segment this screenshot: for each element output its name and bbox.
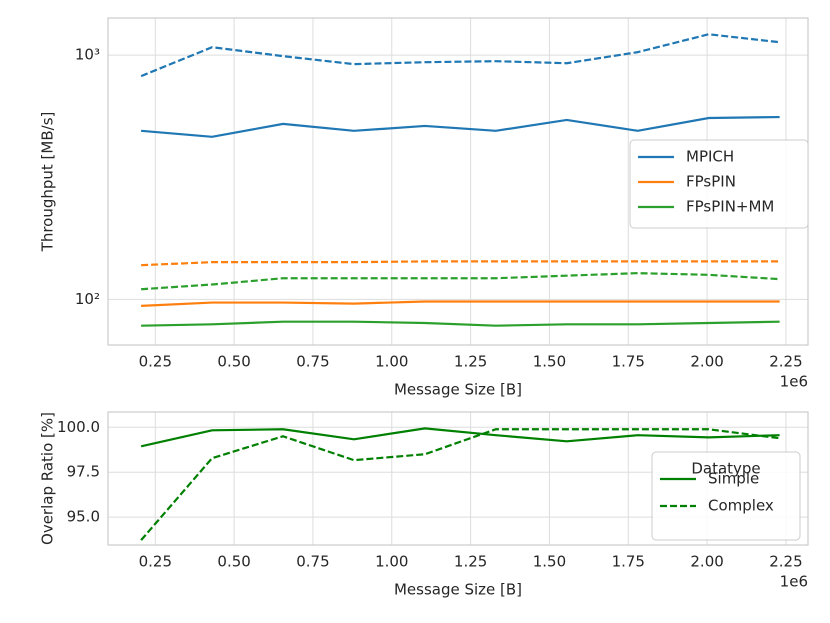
x-tick-label: 1.00	[375, 353, 408, 371]
x-offset-label: 1e6	[780, 373, 808, 391]
x-tick-label: 1.75	[612, 353, 645, 371]
series-line-dashed	[140, 428, 780, 541]
legend-box	[651, 451, 801, 541]
x-tick-label: 1.50	[533, 553, 566, 571]
x-tick-label: 0.25	[139, 353, 172, 371]
x-tick-label: 2.25	[769, 553, 802, 571]
axes-frame	[107, 411, 809, 546]
legend-label: FPsPIN+MM	[686, 198, 774, 216]
series-line	[141, 115, 780, 138]
x-axis-label: Message Size [B]	[394, 381, 522, 399]
x-tick-label: 1.50	[533, 353, 566, 371]
y-axis-label: Throughput [MB/s]	[39, 112, 57, 253]
x-tick-label: 0.75	[296, 353, 329, 371]
series-line	[141, 300, 780, 307]
x-tick-label: 0.50	[217, 553, 250, 571]
legend-label: FPsPIN	[686, 173, 736, 191]
y-tick-label: 97.5	[67, 463, 100, 481]
y-tick-label: 10³	[75, 46, 100, 64]
series-line-dashed	[140, 33, 780, 78]
legend-label: MPICH	[686, 148, 734, 166]
x-tick-label: 0.75	[296, 553, 329, 571]
series-line-dashed	[141, 260, 780, 267]
x-tick-label: 1.75	[612, 553, 645, 571]
series-line-dashed	[141, 272, 780, 291]
y-tick-label: 95.0	[67, 508, 100, 526]
legend-label: Simple	[708, 470, 759, 488]
x-tick-label: 2.00	[690, 353, 723, 371]
x-offset-label: 1e6	[780, 573, 808, 591]
x-axis-label: Message Size [B]	[394, 581, 522, 599]
y-tick-label: 100.0	[57, 418, 100, 436]
x-tick-label: 1.25	[454, 353, 487, 371]
x-tick-label: 2.00	[690, 553, 723, 571]
legend-box	[629, 139, 809, 229]
legend-title: Datatype	[691, 460, 760, 478]
x-tick-label: 0.25	[139, 553, 172, 571]
y-axis-label: Overlap Ratio [%]	[39, 412, 57, 545]
x-tick-label: 2.25	[769, 353, 802, 371]
legend-label: Complex	[708, 497, 774, 515]
series-line	[141, 320, 780, 327]
series-line	[140, 427, 780, 448]
y-tick-label: 10²	[75, 290, 100, 308]
x-tick-label: 1.25	[454, 553, 487, 571]
x-tick-label: 0.50	[217, 353, 250, 371]
x-tick-label: 1.00	[375, 553, 408, 571]
